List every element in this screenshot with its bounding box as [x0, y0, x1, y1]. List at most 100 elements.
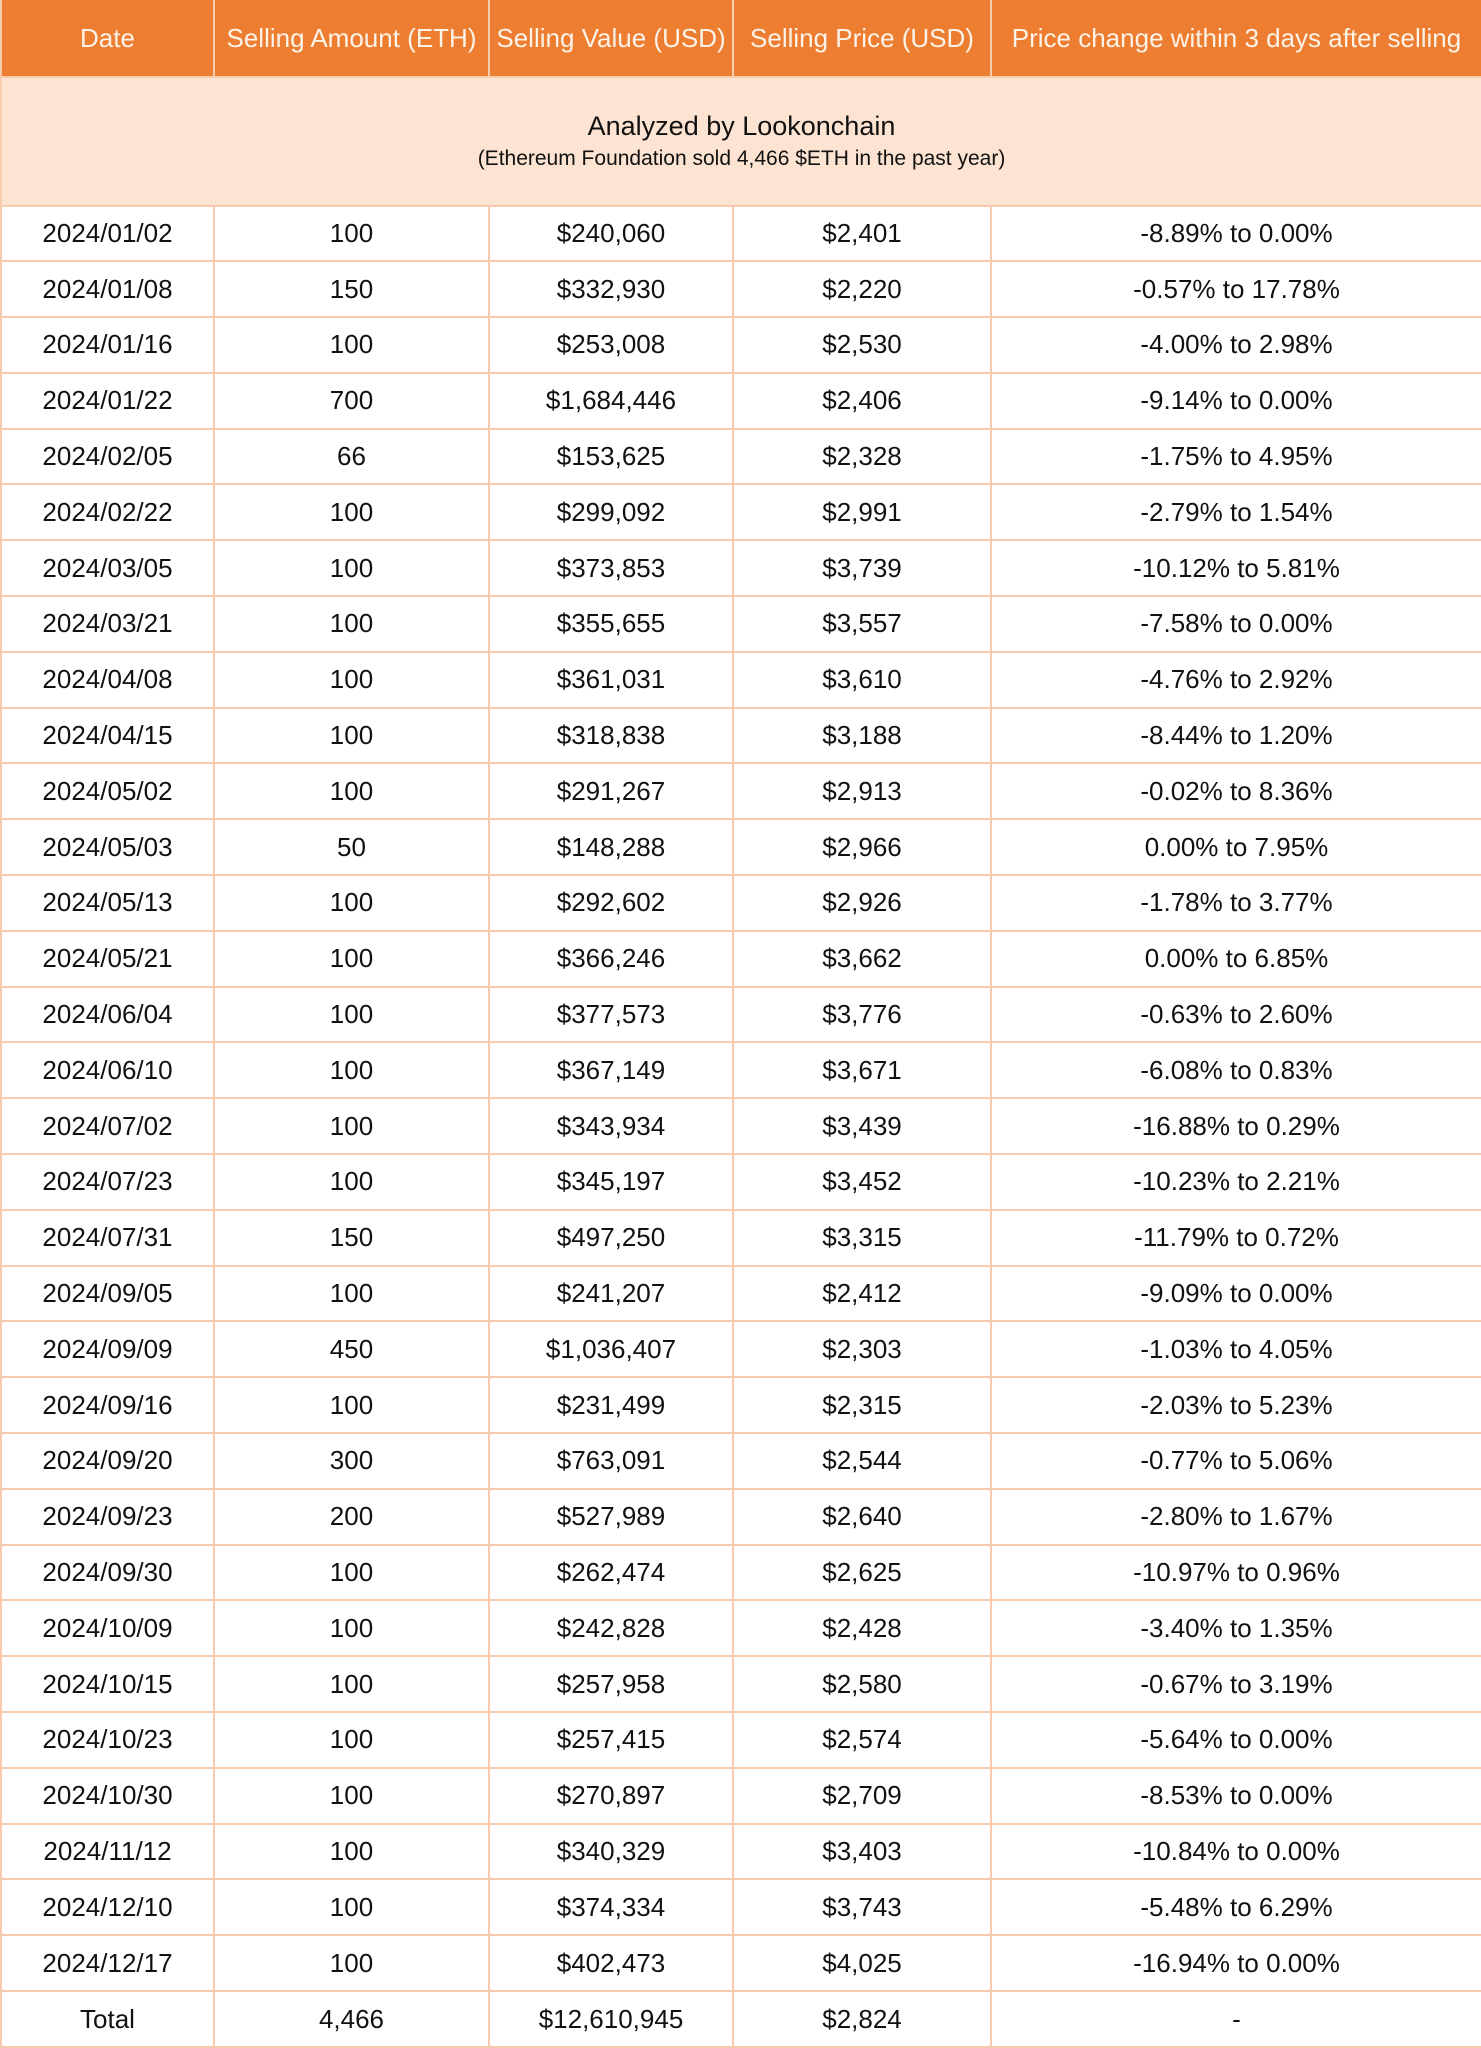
- cell-amount: 100: [213, 539, 490, 598]
- cell-value: $242,828: [488, 1599, 734, 1658]
- cell-amount: 100: [213, 1599, 490, 1658]
- table-row: 2024/04/15 100 $318,838 $3,188 -8.44% to…: [0, 706, 1481, 765]
- cell-date: 2024/04/08: [0, 650, 215, 709]
- cell-amount: 200: [213, 1487, 490, 1546]
- cell-value: $241,207: [488, 1264, 734, 1323]
- cell-change: -16.88% to 0.29%: [990, 1097, 1481, 1156]
- table-row: 2024/06/04 100 $377,573 $3,776 -0.63% to…: [0, 985, 1481, 1044]
- cell-price: $2,315: [732, 1376, 992, 1435]
- cell-change: 0.00% to 7.95%: [990, 818, 1481, 877]
- analysis-note: (Ethereum Foundation sold 4,466 $ETH in …: [477, 147, 1006, 171]
- cell-date: 2024/04/15: [0, 706, 215, 765]
- cell-change: -5.64% to 0.00%: [990, 1711, 1481, 1769]
- cell-amount: 700: [213, 371, 490, 430]
- cell-value: $345,197: [488, 1153, 734, 1211]
- cell-date: 2024/05/21: [0, 929, 215, 988]
- table-row: 2024/09/20 300 $763,091 $2,544 -0.77% to…: [0, 1432, 1481, 1490]
- cell-value: $292,602: [488, 874, 734, 932]
- cell-change: -5.48% to 6.29%: [990, 1878, 1481, 1937]
- cell-change: -0.63% to 2.60%: [990, 985, 1481, 1044]
- cell-date: 2024/11/12: [0, 1822, 215, 1881]
- cell-price: $2,406: [732, 371, 992, 430]
- cell-date: 2024/10/30: [0, 1766, 215, 1825]
- cell-price: $2,625: [732, 1543, 992, 1602]
- cell-amount: 100: [213, 1655, 490, 1714]
- table-row: 2024/09/09 450 $1,036,407 $2,303 -1.03% …: [0, 1320, 1481, 1379]
- cell-change: -0.67% to 3.19%: [990, 1655, 1481, 1714]
- table-row: 2024/01/22 700 $1,684,446 $2,406 -9.14% …: [0, 371, 1481, 430]
- table-row: 2024/01/08 150 $332,930 $2,220 -0.57% to…: [0, 260, 1481, 319]
- cell-change: -9.09% to 0.00%: [990, 1264, 1481, 1323]
- cell-amount: 100: [213, 1766, 490, 1825]
- cell-change: -2.79% to 1.54%: [990, 483, 1481, 542]
- analysis-credit: Analyzed by Lookonchain: [587, 111, 896, 142]
- cell-value: $240,060: [488, 204, 734, 263]
- cell-value: $343,934: [488, 1097, 734, 1156]
- cell-price: $2,530: [732, 316, 992, 374]
- cell-amount: 100: [213, 1878, 490, 1937]
- cell-amount: 100: [213, 985, 490, 1044]
- cell-value: $332,930: [488, 260, 734, 319]
- cell-amount: 100: [213, 1543, 490, 1602]
- table-row: 2024/02/22 100 $299,092 $2,991 -2.79% to…: [0, 483, 1481, 542]
- cell-date: 2024/01/16: [0, 316, 215, 374]
- cell-date: 2024/09/16: [0, 1376, 215, 1435]
- cell-change: -8.44% to 1.20%: [990, 706, 1481, 765]
- cell-date: 2024/10/09: [0, 1599, 215, 1658]
- cell-change: -0.02% to 8.36%: [990, 762, 1481, 821]
- cell-amount: 100: [213, 762, 490, 821]
- table-row: 2024/05/13 100 $292,602 $2,926 -1.78% to…: [0, 874, 1481, 932]
- cell-date: 2024/12/10: [0, 1878, 215, 1937]
- cell-amount: 100: [213, 1041, 490, 1100]
- cell-value: $763,091: [488, 1432, 734, 1490]
- cell-value: $377,573: [488, 985, 734, 1044]
- cell-value: $262,474: [488, 1543, 734, 1602]
- subtitle-cell: Analyzed by Lookonchain (Ethereum Founda…: [0, 76, 1481, 207]
- cell-change: -10.12% to 5.81%: [990, 539, 1481, 598]
- table-row: 2024/07/02 100 $343,934 $3,439 -16.88% t…: [0, 1097, 1481, 1156]
- cell-value: $291,267: [488, 762, 734, 821]
- table-row: 2024/09/23 200 $527,989 $2,640 -2.80% to…: [0, 1487, 1481, 1546]
- cell-change: -2.03% to 5.23%: [990, 1376, 1481, 1435]
- cell-value: $340,329: [488, 1822, 734, 1881]
- cell-price: $2,991: [732, 483, 992, 542]
- cell-amount: 150: [213, 260, 490, 319]
- table-row: 2024/09/16 100 $231,499 $2,315 -2.03% to…: [0, 1376, 1481, 1435]
- table-row: 2024/09/30 100 $262,474 $2,625 -10.97% t…: [0, 1543, 1481, 1602]
- cell-change: -8.89% to 0.00%: [990, 204, 1481, 263]
- cell-date: 2024/02/05: [0, 427, 215, 486]
- cell-price: $3,452: [732, 1153, 992, 1211]
- cell-value: $497,250: [488, 1208, 734, 1267]
- cell-date: 2024/09/05: [0, 1264, 215, 1323]
- cell-amount: 300: [213, 1432, 490, 1490]
- cell-change: -1.75% to 4.95%: [990, 427, 1481, 486]
- cell-change: -6.08% to 0.83%: [990, 1041, 1481, 1100]
- cell-price: $3,739: [732, 539, 992, 598]
- cell-date: 2024/03/21: [0, 595, 215, 653]
- cell-price: $2,640: [732, 1487, 992, 1546]
- cell-change: -3.40% to 1.35%: [990, 1599, 1481, 1658]
- cell-value: $361,031: [488, 650, 734, 709]
- cell-price: $2,412: [732, 1264, 992, 1323]
- table-row: 2024/10/09 100 $242,828 $2,428 -3.40% to…: [0, 1599, 1481, 1658]
- cell-date: 2024/09/20: [0, 1432, 215, 1490]
- table-row: 2024/10/15 100 $257,958 $2,580 -0.67% to…: [0, 1655, 1481, 1714]
- cell-date: 2024/06/10: [0, 1041, 215, 1100]
- cell-date: 2024/09/30: [0, 1543, 215, 1602]
- cell-amount: 100: [213, 1153, 490, 1211]
- cell-change: -4.00% to 2.98%: [990, 316, 1481, 374]
- table-header: Date Selling Amount (ETH) Selling Value …: [0, 0, 1481, 78]
- table-row: 2024/06/10 100 $367,149 $3,671 -6.08% to…: [0, 1041, 1481, 1100]
- header-row: Date Selling Amount (ETH) Selling Value …: [0, 0, 1481, 78]
- cell-price: $3,610: [732, 650, 992, 709]
- cell-amount: 100: [213, 483, 490, 542]
- cell-value: $402,473: [488, 1934, 734, 1993]
- cell-value: $318,838: [488, 706, 734, 765]
- table-row: 2024/12/10 100 $374,334 $3,743 -5.48% to…: [0, 1878, 1481, 1937]
- cell-value: $373,853: [488, 539, 734, 598]
- cell-change: -10.84% to 0.00%: [990, 1822, 1481, 1881]
- cell-value: $253,008: [488, 316, 734, 374]
- cell-date: 2024/01/08: [0, 260, 215, 319]
- cell-date: 2024/05/13: [0, 874, 215, 932]
- cell-price: $3,188: [732, 706, 992, 765]
